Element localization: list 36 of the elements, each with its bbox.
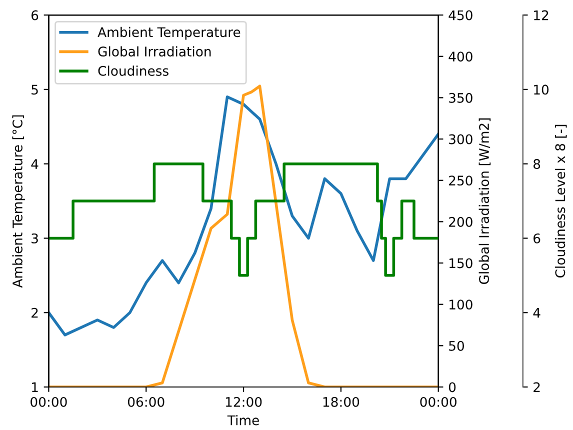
y2-tick-label: 350 — [449, 92, 472, 103]
y3-tick-label: 12 — [534, 10, 548, 20]
legend-label: Ambient Temperature — [98, 26, 240, 40]
y3-tick-label: 4 — [533, 308, 540, 318]
y-tick-label: 4 — [31, 159, 38, 169]
legend-label: Global Irradiation — [98, 46, 211, 57]
y2-tick-label: 0 — [448, 382, 456, 392]
x-tick-label: 12:00 — [226, 396, 262, 407]
y-tick-label: 6 — [32, 10, 38, 20]
line-series — [48, 84, 438, 387]
x-tick-label: 18:00 — [323, 396, 360, 407]
y2-tick-label: 50 — [449, 340, 464, 351]
y-tick-label: 3 — [32, 233, 38, 244]
line-series — [48, 95, 438, 336]
legend-label: Cloudiness — [98, 66, 168, 76]
y3-tick-label: 2 — [534, 382, 540, 392]
y2-tick-label: 100 — [450, 300, 472, 310]
y2-axis-title: Global Irradiation [W/m2] — [478, 118, 491, 284]
x-axis-title: Time — [227, 415, 259, 426]
x-tick-label: 06:00 — [128, 396, 164, 407]
y3-tick-label: 8 — [534, 159, 540, 170]
y-tick-label: 5 — [32, 84, 38, 95]
y2-tick-label: 200 — [449, 216, 472, 227]
y3-tick-label: 10 — [534, 84, 549, 95]
y2-tick-label: 250 — [449, 176, 472, 186]
y-tick-label: 2 — [32, 308, 38, 318]
x-tick-label: 00:00 — [30, 396, 67, 407]
y-tick-label: 1 — [32, 382, 38, 392]
y3-axis-title: Cloudiness Level x 8 [-] — [554, 124, 567, 278]
y2-tick-label: 450 — [448, 10, 472, 20]
y3-tick-label: 6 — [534, 233, 540, 244]
y-axis-title: Ambient Temperature [°C] — [12, 115, 26, 288]
x-tick-label: 00:00 — [420, 396, 456, 407]
y2-tick-label: 300 — [449, 134, 472, 144]
y2-tick-label: 400 — [448, 52, 472, 62]
y2-tick-label: 150 — [450, 258, 472, 268]
